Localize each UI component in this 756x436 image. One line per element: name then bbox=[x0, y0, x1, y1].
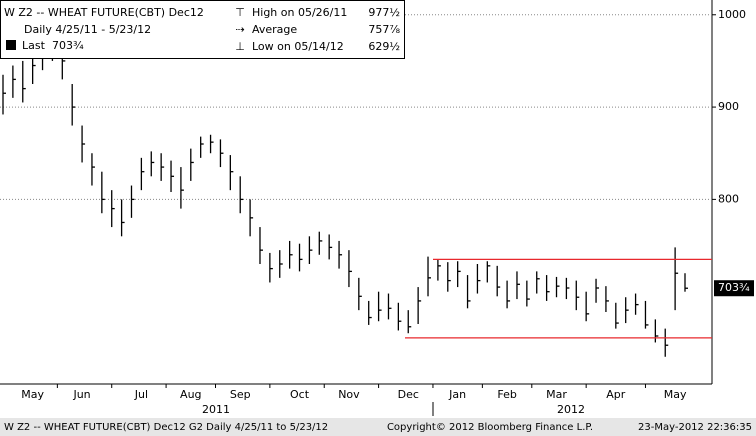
x-tick-label: May bbox=[21, 388, 44, 401]
x-tick-label: Jun bbox=[72, 388, 90, 401]
last-value-label: 703¾ bbox=[718, 281, 750, 294]
chart-subtitle: Daily 4/25/11 - 5/23/12 bbox=[24, 23, 151, 36]
footer-bar bbox=[0, 418, 756, 436]
x-tick-label: May bbox=[664, 388, 687, 401]
x-tick-label: Mar bbox=[546, 388, 567, 401]
legend-label: Last bbox=[22, 39, 46, 52]
y-tick-label: 1000 bbox=[718, 8, 746, 21]
x-tick-label: Feb bbox=[497, 388, 516, 401]
legend-stat-label: Average bbox=[252, 23, 297, 36]
legend-stat-label: High on 05/26/11 bbox=[252, 6, 347, 19]
legend-stat-label: Low on 05/14/12 bbox=[252, 40, 344, 53]
x-tick-label: Jan bbox=[448, 388, 466, 401]
legend-last-value: 703¾ bbox=[52, 39, 84, 52]
x-tick-label: Apr bbox=[606, 388, 626, 401]
last-value-box bbox=[714, 280, 754, 297]
legend-stat-value: 977½ bbox=[368, 6, 400, 19]
legend-icon: ⊥ bbox=[235, 40, 245, 53]
x-tick-label: Dec bbox=[398, 388, 419, 401]
legend-stat-value: 629½ bbox=[368, 40, 400, 53]
y-tick-label: 800 bbox=[718, 192, 739, 205]
legend-icon: ⇢ bbox=[235, 23, 244, 36]
x-group-label: 2011 bbox=[202, 403, 230, 416]
footer-center: Copyright© 2012 Bloomberg Finance L.P. bbox=[387, 422, 593, 433]
x-group-label: 2012 bbox=[557, 403, 585, 416]
x-tick-label: Aug bbox=[180, 388, 201, 401]
legend-box bbox=[0, 0, 405, 59]
footer-right: 23-May-2012 22:36:35 bbox=[638, 422, 752, 433]
legend-stat-value: 757⅞ bbox=[368, 23, 400, 36]
chart-title: W Z2 -- WHEAT FUTURE(CBT) Dec12 bbox=[4, 6, 204, 19]
legend-icon: ⊤ bbox=[235, 6, 245, 19]
footer-left: W Z2 -- WHEAT FUTURE(CBT) Dec12 G2 Daily… bbox=[4, 422, 328, 433]
x-tick-label: Nov bbox=[338, 388, 360, 401]
x-tick-label: Sep bbox=[230, 388, 251, 401]
legend-swatch bbox=[6, 40, 16, 50]
x-tick-label: Oct bbox=[290, 388, 310, 401]
y-tick-label: 900 bbox=[718, 100, 739, 113]
x-tick-label: Jul bbox=[134, 388, 148, 401]
